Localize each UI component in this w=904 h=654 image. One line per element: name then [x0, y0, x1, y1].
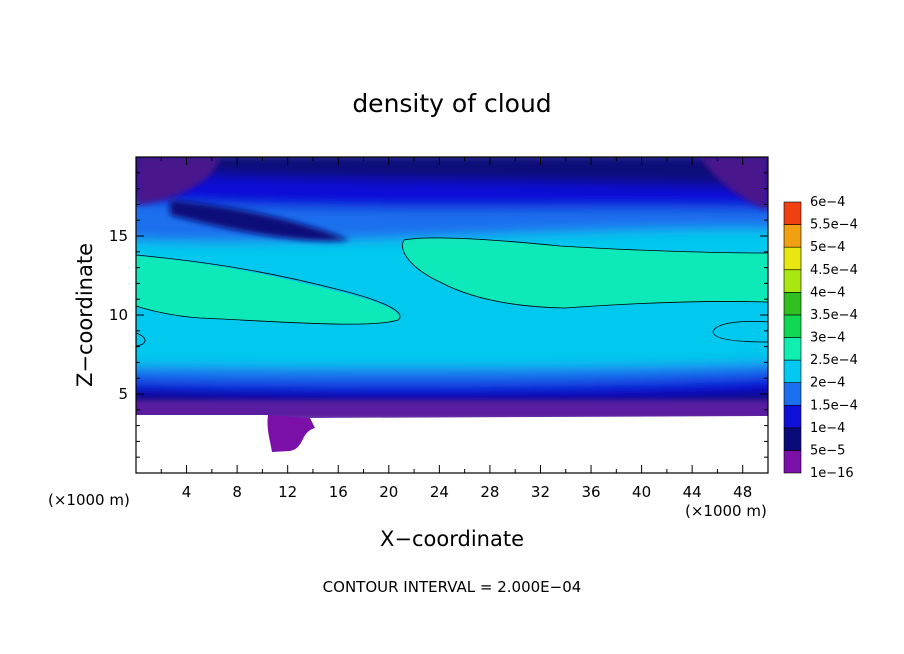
y-tick-label: 5: [118, 385, 128, 403]
x-tick-label: 4: [182, 483, 192, 501]
x-axis-title: X−coordinate: [380, 527, 524, 551]
band-2-5e-4-right: [402, 238, 768, 308]
x-tick-label: 40: [632, 483, 651, 501]
colorbar-label: 2e−4: [810, 376, 845, 391]
y-axis-title: Z−coordinate: [73, 243, 97, 387]
colorbar-swatch: [783, 359, 802, 383]
colorbar-swatch: [783, 269, 802, 293]
x-tick-label: 48: [733, 483, 752, 501]
colorbar-label: 5.5e−4: [810, 218, 858, 233]
x-tick-label: 36: [581, 483, 600, 501]
y-tick-label: 15: [109, 227, 128, 245]
x-tick-label: 32: [531, 483, 550, 501]
contour-line-left-edge: [135, 332, 146, 347]
terrain-left: [136, 415, 268, 473]
contour-interval-label: CONTOUR INTERVAL = 2.000E−04: [323, 578, 582, 596]
x-unit-label-right: (×1000 m): [685, 502, 767, 520]
dark-pockets: [136, 157, 768, 420]
contour-field: [136, 157, 768, 473]
colorbar-label: 4.5e−4: [810, 263, 858, 278]
contour-line-right-bottom: [402, 239, 769, 309]
contour-lines: [135, 237, 769, 347]
colorbar-label: 1e−4: [810, 421, 845, 436]
colorbar-label: 1.5e−4: [810, 398, 858, 413]
colorbar-swatch: [783, 224, 802, 248]
pocket-top-left: [136, 157, 220, 205]
colorbar-swatch: [783, 337, 802, 361]
x-unit-label-left: (×1000 m): [48, 491, 130, 509]
x-tick-label: 44: [683, 483, 702, 501]
colorbar-swatch: [783, 427, 802, 451]
y-tick-label: 10: [109, 306, 128, 324]
terrain-peak-fill: [267, 415, 315, 452]
x-tick-label: 16: [329, 483, 348, 501]
colorbar-swatch: [783, 246, 802, 271]
terrain-right: [310, 416, 768, 473]
colorbar-swatch: [783, 314, 802, 338]
colorbar-label: 5e−4: [810, 240, 845, 255]
x-tick-label: 12: [278, 483, 297, 501]
colorbar-label: 6e−4: [810, 195, 845, 210]
colorbar-label: 1e−16: [810, 466, 854, 481]
x-tick-label: 20: [379, 483, 398, 501]
contour-line-right-edge: [712, 321, 769, 343]
pocket-bottom-band: [136, 400, 768, 420]
x-tick-label: 24: [430, 483, 449, 501]
colorbar-swatch: [783, 292, 802, 316]
pocket-top-right: [700, 157, 768, 210]
x-axis: 4 8 12 16 20 24 28 32 36 40 44 48: [160, 157, 752, 501]
colorbar-swatch: [783, 404, 802, 429]
x-tick-label: 8: [232, 483, 242, 501]
colorbar-swatch: [783, 382, 802, 406]
colorbar-label: 5e−5: [810, 443, 845, 458]
chart-title: density of cloud: [352, 89, 551, 118]
pocket-upper-streak: [170, 200, 350, 241]
colorbar-label: 3.5e−4: [810, 308, 858, 323]
colorbar-label: 2.5e−4: [810, 353, 858, 368]
contour-line-right-top: [403, 237, 769, 254]
colorbar-swatch: [783, 450, 802, 474]
contour-line-left: [135, 254, 401, 325]
colorbar-label: 4e−4: [810, 285, 845, 300]
colorbar: 1e−16 5e−5 1e−4 1.5e−4 2e−4 2.5e−4 3e−4 3.5e−4 4…: [783, 195, 858, 481]
x-tick-label: 28: [480, 483, 499, 501]
colorbar-swatch: [783, 201, 802, 225]
colorbar-label: 3e−4: [810, 331, 845, 346]
y-axis: 5 10 15: [109, 172, 768, 458]
band-2-5e-4-left: [136, 256, 400, 325]
